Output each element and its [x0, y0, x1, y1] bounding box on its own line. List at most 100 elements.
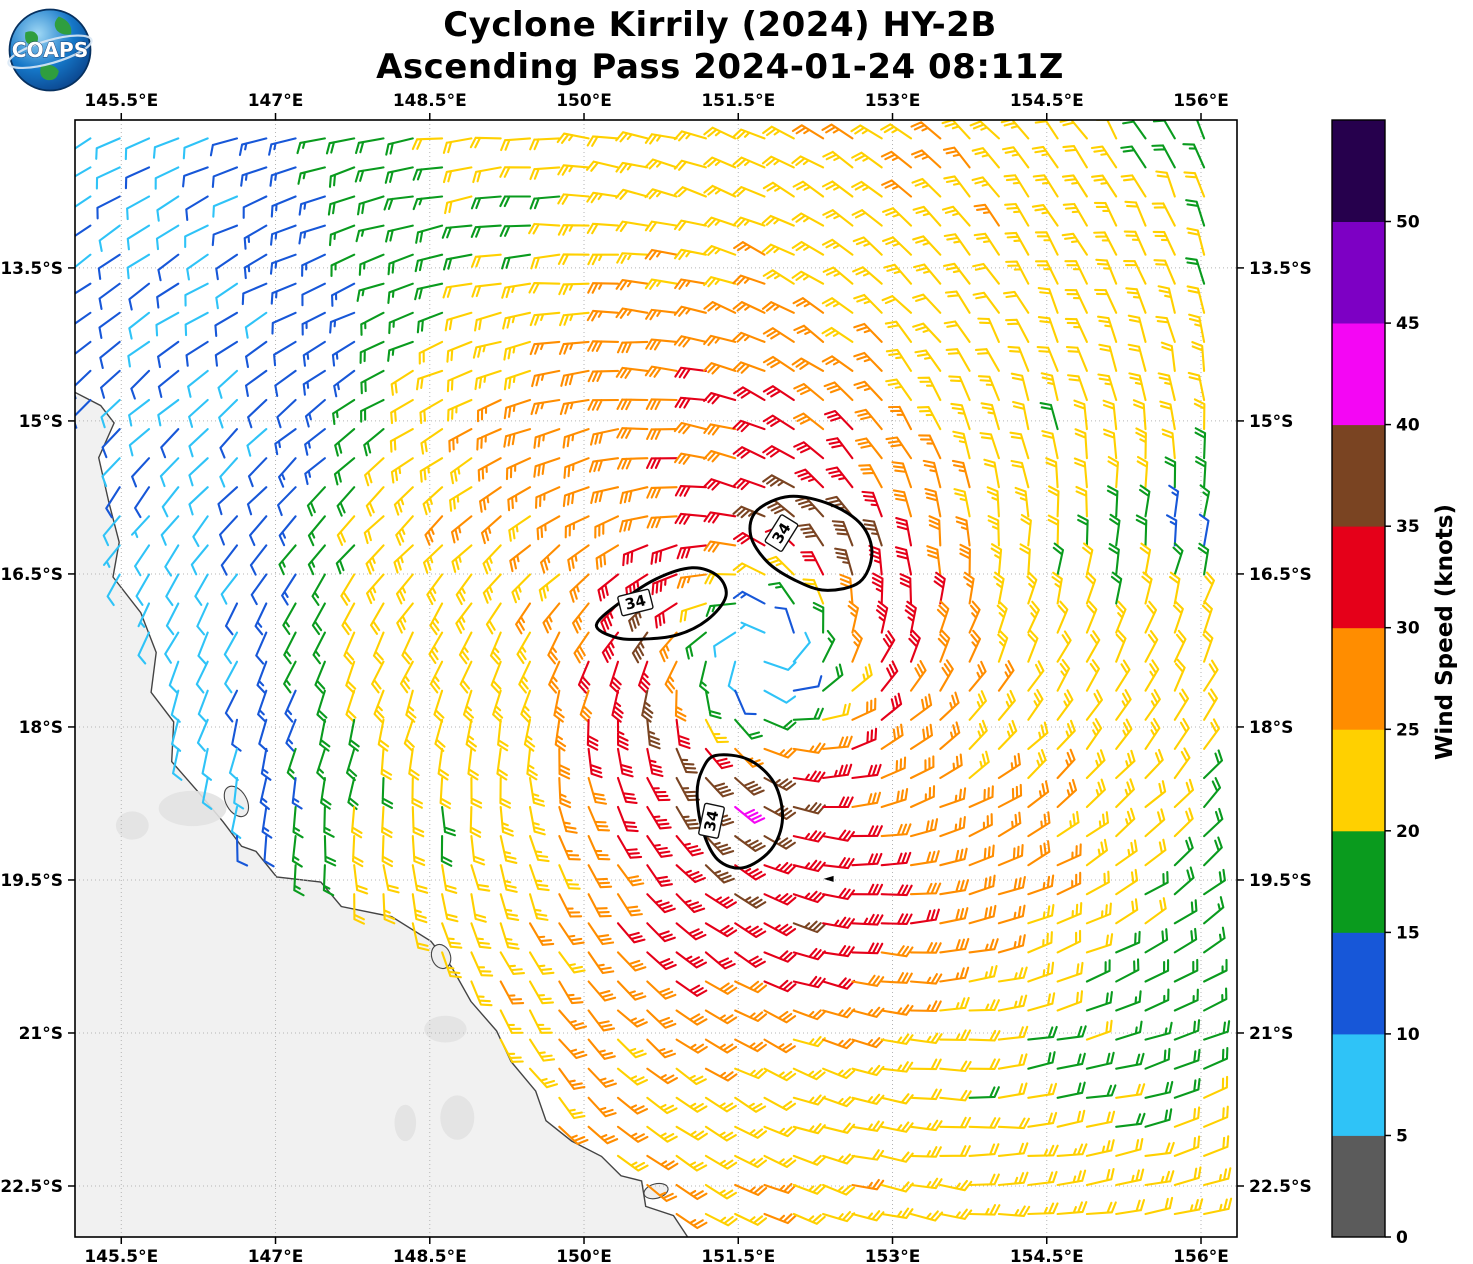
wind-barb: [455, 573, 473, 606]
wind-barb: [699, 660, 710, 694]
wind-barb: [615, 278, 649, 291]
wind-barb: [429, 660, 444, 694]
wind-barb: [246, 486, 268, 516]
wind-barb: [518, 660, 532, 694]
wind-barb: [939, 1029, 972, 1041]
wind-barb: [1144, 600, 1158, 634]
wind-barb: [885, 348, 913, 372]
wind-barb: [381, 835, 394, 868]
wind-barb: [387, 282, 414, 304]
wind-barb: [650, 544, 678, 565]
wind-barb: [734, 1096, 767, 1113]
y-tick-label-left: 21°S: [19, 1024, 63, 1044]
wind-barb: [734, 922, 767, 939]
terrain-shading: [115, 811, 149, 840]
colorbar-tick-label: 30: [1396, 619, 1420, 639]
wind-barb: [631, 631, 649, 664]
wind-barb: [664, 660, 678, 694]
wind-barb: [1164, 456, 1177, 489]
wind-barb: [763, 1182, 797, 1194]
wind-barb: [130, 369, 151, 400]
wind-barb: [1173, 1135, 1201, 1157]
wind-barb: [471, 282, 502, 298]
wind-barb: [1027, 780, 1050, 809]
wind-barb: [953, 488, 971, 518]
wind-barb: [987, 515, 1000, 547]
wind-barb: [515, 602, 532, 635]
wind-barb: [644, 248, 678, 261]
wind-barb: [586, 191, 620, 204]
wind-barb: [616, 1038, 647, 1059]
wind-barb: [1052, 542, 1065, 576]
wind-barb: [297, 166, 326, 185]
wind-barb: [1027, 1082, 1058, 1099]
wind-barb: [330, 253, 356, 277]
wind-barb: [997, 689, 1016, 721]
wind-barb: [922, 459, 942, 489]
x-tick-label-top: 156°E: [1173, 91, 1229, 111]
wind-barb: [126, 224, 151, 251]
wind-barb: [382, 864, 400, 894]
wind-barb: [851, 663, 873, 692]
wind-barb: [1095, 258, 1118, 285]
wind-barb: [616, 1009, 648, 1028]
wind-barb: [1183, 171, 1206, 198]
wind-barb: [1085, 1051, 1115, 1070]
wind-barb: [1144, 808, 1166, 838]
wind-barb: [1115, 1112, 1146, 1128]
wind-barb: [528, 282, 561, 294]
wind-barb: [1203, 987, 1228, 1012]
wind-barb: [192, 515, 209, 548]
wind-barb: [235, 835, 249, 867]
wind-barb: [439, 776, 452, 810]
wind-barb: [587, 1009, 616, 1032]
wind-barb: [1115, 807, 1136, 838]
wind-barb: [399, 660, 414, 694]
wind-barb: [1085, 1201, 1117, 1216]
wind-barb: [885, 378, 913, 402]
wind-barb: [646, 980, 677, 1000]
wind-barb: [440, 835, 453, 867]
wind-barb: [703, 301, 737, 314]
wind-barb: [558, 980, 584, 1005]
wind-barb: [939, 966, 970, 983]
wind-barb: [276, 398, 297, 429]
wind-barb: [98, 282, 121, 310]
wind-barb: [792, 742, 826, 754]
wind-barb: [673, 421, 707, 435]
coaps-logo: COAPS: [7, 8, 93, 92]
wind-barb: [1107, 455, 1119, 489]
wind-barb: [306, 486, 326, 517]
wind-barb: [154, 166, 180, 190]
wind-barb: [155, 224, 180, 251]
wind-barb: [792, 180, 825, 198]
wind-barb: [822, 763, 853, 780]
wind-barb: [1201, 600, 1213, 634]
wind-barb: [1139, 542, 1152, 576]
wind-barb: [834, 547, 854, 576]
wind-barb: [734, 1125, 768, 1139]
wind-barb: [646, 1067, 678, 1085]
wind-barb: [939, 753, 963, 780]
wind-barb: [1062, 144, 1088, 169]
wind-barb: [1085, 1167, 1115, 1187]
wind-barb: [558, 951, 586, 974]
wind-barb: [727, 660, 738, 694]
wind-barb: [372, 631, 385, 665]
wind-barb: [793, 382, 825, 402]
wind-barb: [952, 430, 971, 460]
wind-barb: [126, 195, 151, 221]
wind-barb: [1002, 146, 1030, 169]
wind-barb: [444, 311, 473, 332]
wind-barb: [1203, 1105, 1229, 1128]
wind-barb: [880, 630, 896, 663]
wind-barb: [528, 922, 555, 946]
wind-barb: [763, 950, 797, 963]
wind-barb: [881, 179, 913, 198]
wind-barb: [1183, 120, 1206, 140]
wind-barb: [646, 835, 673, 858]
wind-barb: [182, 166, 209, 188]
wind-barb: [1056, 871, 1082, 896]
